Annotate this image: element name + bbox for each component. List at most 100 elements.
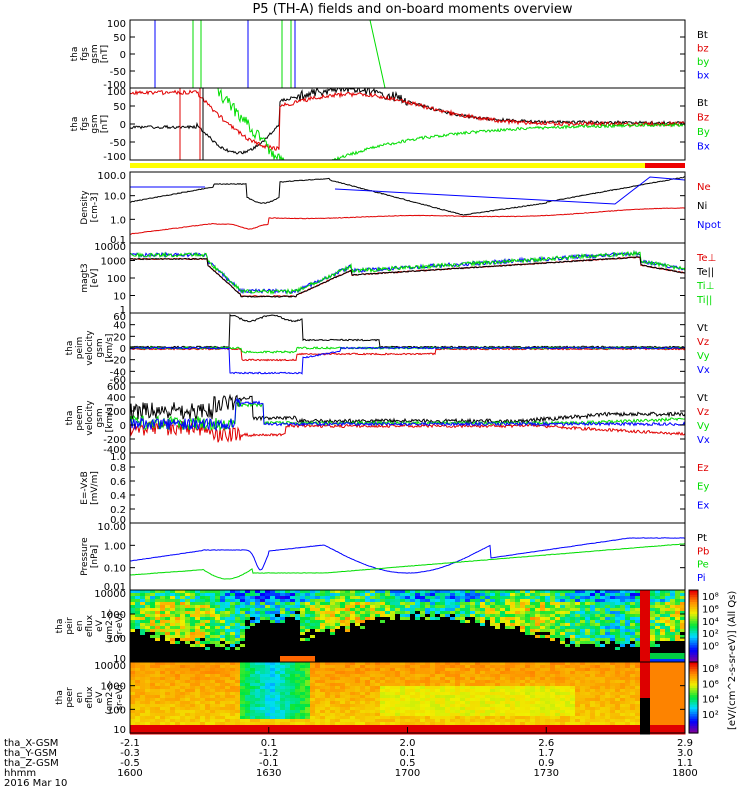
peir-spectrogram [130, 590, 686, 663]
ytick-label: 600 [107, 382, 126, 393]
ytick-label: 0 [120, 344, 126, 355]
ylabel-pressure: Pressure [nPa] [80, 537, 100, 576]
ylabel-line: peim [75, 337, 85, 360]
legend-Pb: Pb [697, 546, 709, 557]
legend-Ey: Ey [697, 482, 709, 493]
legend-Bt: Bt [697, 30, 708, 41]
Vx-peem-trace-group [130, 397, 685, 432]
Te⊥-trace-group [130, 256, 685, 298]
fgs2-spikes [179, 88, 204, 160]
ylabel-line: eV [95, 691, 105, 704]
ytick-label: -60 [110, 375, 126, 386]
ytick-label: 1000 [101, 682, 126, 693]
footer-value: 1600 [117, 768, 142, 779]
ytick-label: -400 [103, 445, 126, 456]
ylabel-line: eV [95, 619, 105, 632]
ytick-label: 0.10 [104, 564, 126, 575]
fgs1-traces [154, 20, 386, 88]
ytick-label: 1.0 [110, 215, 126, 226]
ylabel-line: en [75, 692, 85, 703]
ylabel-peim-velocity: tha peim velocity gsm [km/s] [65, 330, 115, 366]
footer-value: 1630 [256, 768, 281, 779]
legend-Bx: Bx [697, 142, 710, 153]
Npot-trace-2 [334, 176, 685, 205]
ytick-label: 100 [107, 19, 126, 30]
ylabel-line: E=-VxB [80, 471, 90, 505]
peer-spectrogram [130, 662, 686, 735]
Vt-peem-trace [130, 393, 685, 425]
ytick-label: 100.0 [97, 171, 126, 182]
footer-value: 0.1 [261, 738, 277, 749]
legend-Vy: Vy [697, 351, 710, 362]
legend-Ex: Ex [697, 500, 709, 511]
ylabel-temperature: magt3 [eV] [80, 263, 100, 292]
ytick-label: 100 [107, 705, 126, 716]
ylabel-line: eflux [85, 686, 95, 709]
ylabel-line: (cm2-s- [105, 680, 115, 714]
ylabel-line: [eV] [90, 269, 100, 288]
ylabel-fgs-gsm-1: tha fgs gsm [nT] [70, 44, 110, 63]
Ti||-trace [130, 250, 685, 296]
ylabel-peir-spectrogram: tha peir en eflux eV (cm2-s-sr-eV) [55, 609, 125, 643]
legend-Vz: Vz [697, 407, 709, 418]
ylabel-line: peer [65, 687, 75, 708]
Bz-trace-group [130, 89, 685, 151]
Vx-peim-trace-group [130, 346, 685, 375]
panel-frame-density [129, 171, 686, 244]
ylabel-line: gsm [90, 44, 100, 63]
ylabel-line: fgs [80, 47, 90, 61]
ylabel-line: tha [65, 411, 75, 426]
ytick-label: 0.4 [110, 491, 126, 502]
ylabel-line: en [75, 620, 85, 631]
footer-value: 0.1 [400, 748, 416, 759]
ylabel-line: [km/s] [105, 404, 115, 433]
colorbar-tick: 10⁸ [702, 592, 719, 603]
footer-value: -0.3 [120, 748, 140, 759]
ytick-label: 0.6 [110, 477, 126, 488]
legend-Te||: Te|| [696, 267, 714, 278]
footer-value: 1.7 [538, 748, 554, 759]
footer-value: 1.1 [677, 758, 693, 769]
Vt-peim-trace [130, 313, 685, 349]
legend-Npot: Npot [697, 220, 721, 231]
Vz-peim-trace [130, 347, 685, 362]
legend-bz: bz [697, 44, 709, 55]
ylabel-line: [km/s] [105, 334, 115, 363]
ylabel-line: fgs [80, 117, 90, 131]
colorbar-tick: 10⁶ [702, 679, 719, 690]
legend-Ne: Ne [697, 182, 711, 193]
ylabel-line: [nT] [100, 45, 110, 63]
legend-Bz: Bz [697, 113, 709, 124]
ylabel-line: gsm [90, 114, 100, 133]
footer-value: 1730 [534, 768, 559, 779]
footer-value: -1.2 [259, 748, 279, 759]
legend-Vt: Vt [697, 393, 708, 404]
ylabel-line: [nPa] [90, 545, 100, 568]
legend-Pt: Pt [697, 533, 707, 544]
legend-bx: bx [697, 71, 709, 82]
ytick-label: 0.1 [110, 235, 126, 246]
By-trace-group [130, 88, 685, 160]
ytick-label: 20 [113, 332, 126, 343]
Vz-peim-trace-group [130, 347, 685, 362]
footer-value: 1700 [395, 768, 420, 779]
Te||-trace-group [130, 256, 685, 298]
panel-frame-efield [129, 452, 686, 524]
ytick-label: 0.0 [110, 515, 126, 526]
ytick-label: 1.0 [110, 452, 126, 463]
footer-value: -0.5 [120, 758, 140, 769]
ytick-label: -50 [110, 67, 126, 78]
ytick-label: 10000 [94, 661, 126, 672]
ylabel-line: sr-eV) [115, 684, 125, 710]
ylabel-peem-velocity: tha peem velocity gsm [km/s] [65, 400, 115, 436]
Ti||-trace-group [130, 250, 685, 296]
colorbar-tick: 10² [702, 629, 719, 640]
legend-by: by [697, 57, 709, 68]
status-bar-yellow [130, 163, 645, 168]
footer-value: 2.9 [677, 738, 693, 749]
legend-Ti⊥: Ti⊥ [696, 281, 714, 292]
ytick-label: -100 [103, 80, 126, 91]
panel-frame-temperature [129, 242, 686, 314]
Pi-trace [130, 537, 685, 574]
ytick-label: 10 [113, 292, 126, 303]
